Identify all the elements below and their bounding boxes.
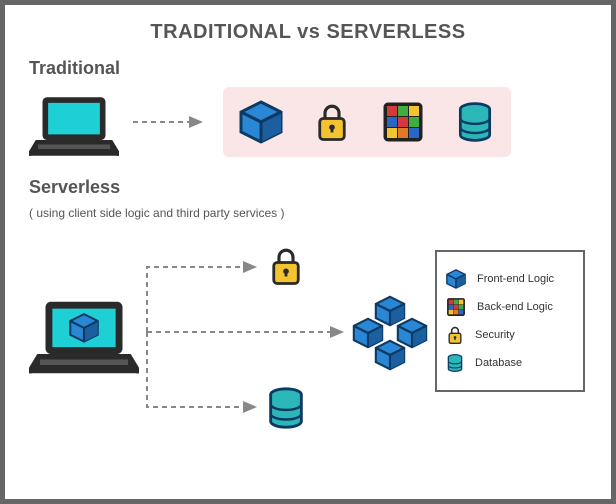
traditional-heading: Traditional (29, 58, 587, 79)
legend-label: Front-end Logic (477, 273, 554, 285)
serverless-area: Front-end Logic Back-end Logic Security … (29, 232, 587, 452)
laptop-icon (29, 88, 119, 156)
traditional-stack-box (223, 87, 511, 157)
database-icon (445, 352, 465, 374)
arrow-icon (131, 112, 211, 132)
serverless-caption: ( using client side logic and third part… (29, 206, 587, 220)
legend-item-security: Security (445, 324, 575, 346)
database-icon (453, 97, 497, 147)
database-icon (263, 382, 309, 434)
diagram-title: TRADITIONAL vs SERVERLESS (29, 21, 587, 44)
frontend-cluster (349, 294, 431, 376)
legend-label: Database (475, 357, 522, 369)
laptop-cube-icon (29, 290, 139, 374)
legend-label: Back-end Logic (477, 301, 553, 313)
legend-label: Security (475, 329, 515, 341)
legend-item-backend: Back-end Logic (445, 296, 575, 318)
traditional-row (29, 87, 587, 157)
legend-box: Front-end Logic Back-end Logic Security … (435, 250, 585, 392)
serverless-arrows (137, 232, 367, 432)
serverless-heading: Serverless (29, 177, 587, 198)
diagram-frame: TRADITIONAL vs SERVERLESS Traditional Se… (0, 0, 616, 504)
legend-item-database: Database (445, 352, 575, 374)
frontend-cube-icon (237, 98, 285, 146)
legend-item-frontend: Front-end Logic (445, 268, 575, 290)
backend-rubik-icon (379, 98, 427, 146)
cube-icon (445, 268, 467, 290)
security-lock-icon (311, 98, 353, 146)
rubik-icon (445, 296, 467, 318)
security-lock-icon (265, 242, 307, 290)
lock-icon (445, 324, 465, 346)
cube-icon (373, 338, 407, 372)
